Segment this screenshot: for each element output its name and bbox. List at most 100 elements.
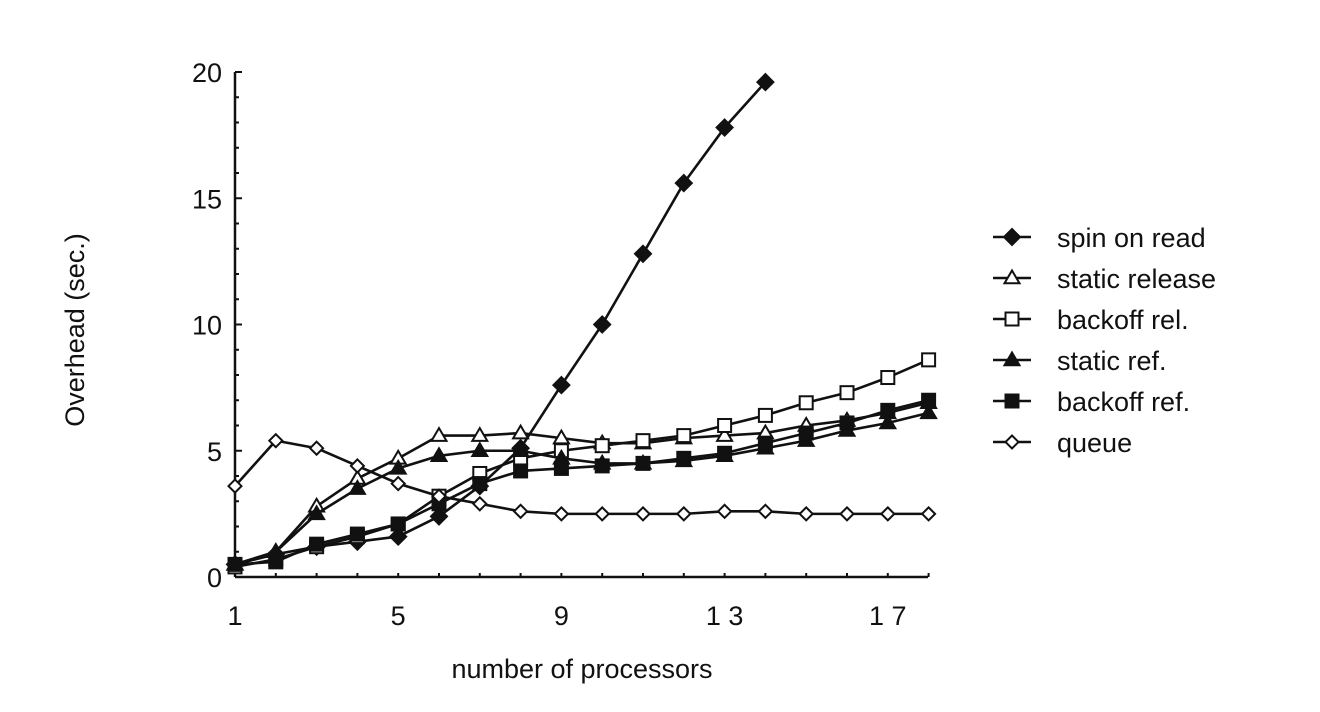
data-point-queue [308,440,325,457]
data-point-backoff-ref [268,554,284,570]
data-point-spin-on-read [551,375,571,395]
legend-marker [1004,434,1020,450]
legend-marker [1004,393,1020,409]
data-point-static-ref [348,479,367,495]
legend: spin on read static release backoff rel. st… [993,223,1216,458]
data-point-backoff-ref [349,526,365,542]
data-point-backoff-rel [880,370,896,386]
data-point-static-ref [878,413,898,430]
data-point-static-release [429,426,449,442]
legend-label: static ref. [1057,346,1167,376]
series-backoff-ref [227,392,937,572]
series-line-backoff-ref [234,398,929,566]
data-point-queue [798,505,815,522]
series-line-backoff-rel [234,358,930,569]
legend-item-spin-on-read: spin on read [993,223,1206,253]
x-tick-label: 1 7 [869,601,907,631]
data-point-backoff-ref [635,455,651,471]
y-tick-label: 20 [192,58,222,88]
series-spin-on-read [225,72,775,574]
data-point-static-ref [511,441,530,457]
legend-label: static release [1057,264,1216,294]
data-point-backoff-rel [798,395,814,411]
data-point-backoff-ref [472,476,488,492]
data-point-queue [879,505,896,522]
data-point-queue [757,503,774,520]
data-point-static-release [511,423,530,440]
data-point-queue [349,457,366,474]
y-tick-label: 10 [192,311,222,341]
y-tick-label: 15 [192,184,222,214]
data-point-backoff-ref [717,445,733,461]
data-point-backoff-ref [676,450,692,466]
data-point-backoff-rel [757,407,773,423]
data-point-queue [920,505,937,522]
data-point-backoff-rel [594,438,610,454]
y-axis-title: Overhead (sec.) [60,233,90,427]
data-point-queue [431,488,447,505]
series-layer [225,72,938,575]
data-point-backoff-ref [309,536,325,552]
legend-item-backoff-rel: backoff rel. [993,305,1189,335]
legend-item-static-release: static release [993,264,1216,294]
data-point-backoff-ref [594,458,610,474]
data-point-static-ref [307,504,326,521]
data-point-backoff-ref [757,435,773,451]
data-point-queue [390,475,407,492]
data-point-queue [716,503,733,520]
legend-label: backoff ref. [1057,387,1190,417]
x-tick-label: 1 [227,601,242,631]
data-point-spin-on-read [755,72,775,92]
legend-item-static-ref: static ref. [993,346,1167,376]
data-point-spin-on-read [388,527,408,547]
data-point-backoff-ref [839,415,855,431]
axis-ticks [234,71,930,578]
data-point-queue [594,505,611,522]
legend-label: spin on read [1057,223,1206,253]
x-tick-label: 1 3 [706,601,744,631]
data-point-backoff-rel [676,428,692,444]
legend-marker [1002,268,1022,285]
series-line-spin-on-read [234,81,767,566]
legend-item-queue: queue [993,428,1132,458]
data-point-static-ref [470,441,490,457]
legend-label: queue [1057,428,1132,458]
data-point-backoff-rel [717,418,733,433]
data-point-static-release [715,426,734,442]
data-point-queue [471,495,488,512]
data-point-queue [553,505,570,522]
data-point-backoff-rel [635,433,651,449]
data-point-queue [267,432,284,449]
data-point-backoff-rel [921,352,937,368]
data-point-queue [635,505,651,522]
data-point-backoff-rel [839,385,855,401]
data-point-static-release [470,426,490,442]
data-point-static-ref [919,403,938,420]
data-point-spin-on-read [674,173,694,193]
data-point-queue [512,503,529,520]
legend-marker [1002,350,1022,367]
data-point-spin-on-read [715,118,735,137]
data-point-static-ref [429,446,449,463]
legend-item-backoff-ref: backoff ref. [993,387,1190,417]
data-point-backoff-ref [390,516,406,532]
data-point-backoff-ref [227,556,243,572]
x-tick-label: 9 [554,601,569,631]
y-tick-label: 5 [207,437,222,467]
legend-marker [1002,227,1022,247]
data-point-spin-on-read [633,244,653,264]
data-point-static-ref [388,458,408,475]
series-line-queue [234,439,929,516]
data-point-queue [675,505,692,522]
legend-label: backoff rel. [1057,305,1189,335]
data-point-backoff-ref [553,460,569,476]
data-point-spin-on-read [592,315,612,334]
y-tick-label: 0 [207,563,222,593]
data-point-backoff-ref [921,392,937,408]
data-point-queue [839,505,855,522]
data-point-backoff-ref [798,425,814,441]
legend-marker [1004,311,1020,327]
x-axis-title: number of processors [451,654,712,684]
